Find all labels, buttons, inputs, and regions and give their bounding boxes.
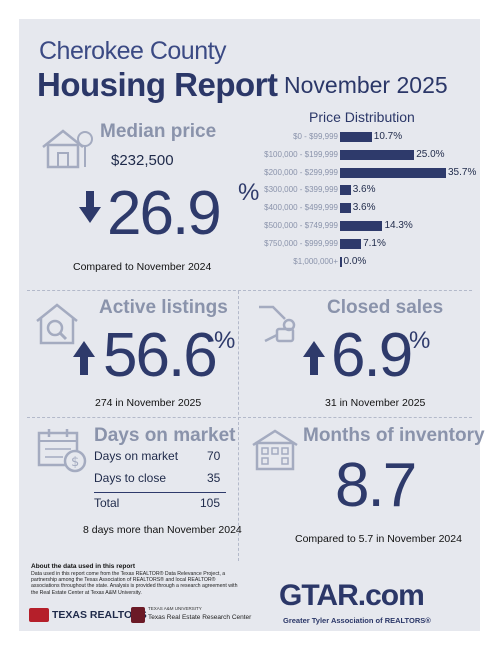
house-icon	[42, 129, 93, 169]
price-range-label: $200,000 - $299,999	[264, 167, 338, 177]
active-listings-percent: %	[214, 327, 236, 354]
median-caption: Compared to November 2024	[73, 261, 212, 273]
median-change-value: 26.9	[107, 179, 222, 248]
closed-sales-percent: %	[409, 327, 431, 354]
days-to-close-row-label: Days to close	[94, 471, 167, 485]
county-title: Cherokee County	[39, 37, 227, 65]
texas-realtors-logo-mark	[29, 608, 49, 622]
price-distribution-value: 35.7%	[448, 166, 477, 178]
price-distribution-bar	[340, 238, 362, 249]
median-change-percent: %	[238, 179, 260, 206]
price-distribution-row: $200,000 - $299,999 35.7%	[247, 167, 477, 181]
price-range-label: $500,000 - $749,999	[264, 221, 338, 230]
months-of-inventory-label: Months of inventory	[303, 425, 485, 446]
active-listings-label: Active listings	[99, 297, 228, 318]
footer-text: Data used in this report come from the T…	[31, 571, 238, 596]
days-to-close-row-value: 35	[207, 471, 221, 485]
price-distribution-bar	[340, 256, 342, 267]
months-of-inventory-value: 8.7	[335, 451, 417, 520]
calendar-money-icon: $	[37, 429, 87, 473]
price-distribution-row: $750,000 - $999,999 7.1%	[247, 238, 477, 252]
svg-text:$: $	[71, 455, 79, 470]
price-distribution-value: 3.6%	[352, 202, 376, 214]
report-sheet: Cherokee County Housing Report November …	[19, 19, 485, 631]
days-on-market-row-value: 70	[207, 449, 221, 463]
inventory-caption: Compared to 5.7 in November 2024	[295, 533, 462, 545]
texas-realtors-logo: TEXAS REALTORS	[52, 609, 147, 621]
days-total-rule	[94, 492, 226, 493]
price-distribution-row: $500,000 - $749,999 14.3%	[247, 220, 477, 234]
price-distribution-value: 3.6%	[352, 184, 376, 196]
arrow-down-icon	[79, 191, 101, 223]
price-distribution-row: $1,000,000+ 0.0%	[247, 256, 477, 270]
active-listings-change: 56.6	[103, 321, 218, 390]
tamu-university-label: TEXAS A&M UNIVERSITY	[148, 606, 202, 611]
price-distribution-bar	[340, 203, 351, 214]
price-range-label: $100,000 - $199,999	[264, 149, 338, 159]
median-price-label: Median price	[100, 121, 217, 142]
gtar-name: Greater Tyler Association of REALTORS®	[283, 616, 431, 625]
price-distribution-value: 0.0%	[343, 255, 367, 267]
tamu-center-label: Texas Real Estate Research Center	[148, 614, 252, 621]
price-distribution-title: Price Distribution	[309, 109, 415, 125]
price-distribution-bar	[340, 221, 383, 231]
price-range-label: $300,000 - $399,999	[264, 185, 338, 195]
price-distribution-value: 14.3%	[384, 220, 413, 231]
price-range-label: $1,000,000+	[293, 256, 338, 266]
price-distribution-bar	[340, 167, 446, 178]
days-on-market-row-label: Days on market	[94, 449, 179, 463]
days-total-label: Total	[94, 496, 120, 510]
house-search-icon	[36, 303, 78, 345]
arrow-up-icon	[73, 341, 95, 375]
report-title: Housing Report	[37, 66, 278, 103]
price-range-label: $0 - $99,999	[293, 132, 338, 141]
price-distribution-bar	[340, 185, 351, 196]
price-range-label: $750,000 - $999,999	[264, 238, 338, 248]
price-distribution-row: $0 - $99,999 10.7%	[247, 131, 477, 145]
closed-sales-change: 6.9	[331, 321, 413, 390]
days-total-value: 105	[200, 496, 221, 510]
price-distribution-value: 25.0%	[416, 148, 445, 160]
days-caption: 8 days more than November 2024	[83, 524, 242, 536]
building-icon	[252, 429, 298, 471]
price-distribution-value: 7.1%	[363, 237, 386, 249]
arrow-up-icon	[303, 341, 325, 375]
price-distribution-value: 10.7%	[373, 131, 403, 142]
price-distribution-row: $100,000 - $199,999 25.0%	[247, 149, 477, 163]
price-distribution-bar	[340, 132, 372, 142]
divider	[27, 417, 472, 418]
key-hand-icon	[259, 305, 296, 343]
price-distribution-row: $300,000 - $399,999 3.6%	[247, 184, 477, 198]
divider	[27, 290, 472, 291]
price-range-label: $400,000 - $499,999	[264, 203, 338, 213]
days-on-market-label: Days on market	[94, 425, 236, 446]
median-price-value: $232,500	[111, 152, 174, 169]
closed-sales-caption: 31 in November 2025	[325, 397, 426, 409]
active-listings-caption: 274 in November 2025	[95, 397, 202, 409]
footer-title: About the data used in this report	[31, 563, 136, 570]
tamu-logo-mark	[131, 607, 145, 623]
closed-sales-label: Closed sales	[327, 297, 444, 318]
divider	[238, 291, 239, 561]
price-distribution-row: $400,000 - $499,999 3.6%	[247, 202, 477, 216]
price-distribution-bar	[340, 149, 415, 160]
report-month: November 2025	[284, 72, 448, 98]
gtar-logo: GTAR.com	[279, 579, 425, 612]
